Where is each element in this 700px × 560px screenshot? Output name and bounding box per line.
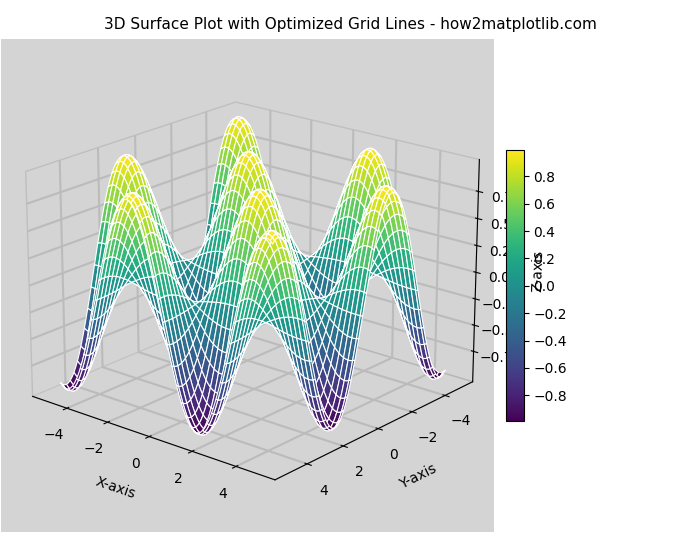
- X-axis label: X-axis: X-axis: [93, 474, 137, 501]
- Y-axis label: Y-axis: Y-axis: [398, 462, 439, 492]
- Text: 3D Surface Plot with Optimized Grid Lines - how2matplotlib.com: 3D Surface Plot with Optimized Grid Line…: [104, 17, 596, 32]
